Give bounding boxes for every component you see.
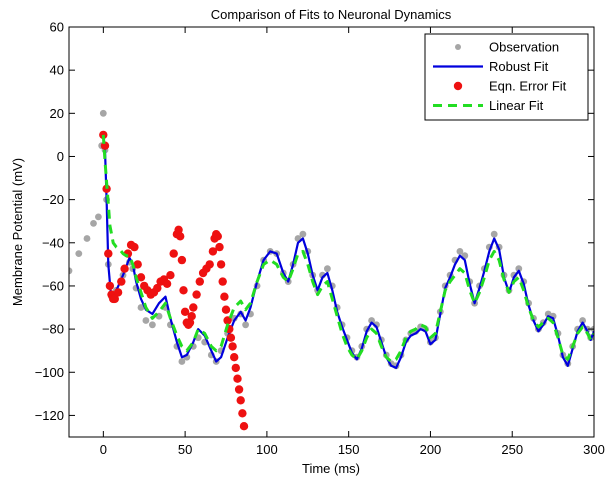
series-point-2: [240, 422, 248, 430]
series-point-2: [238, 409, 246, 417]
x-tick-label: 150: [338, 442, 360, 457]
y-tick-label: −120: [35, 408, 64, 423]
legend-swatch: [454, 82, 462, 90]
series-point-0: [75, 250, 82, 257]
series-point-2: [192, 290, 200, 298]
y-tick-label: 20: [50, 106, 64, 121]
series-point-2: [166, 271, 174, 279]
x-tick-label: 250: [501, 442, 523, 457]
y-tick-label: −100: [35, 365, 64, 380]
series-point-2: [228, 342, 236, 350]
series-point-2: [233, 375, 241, 383]
chart-title: Comparison of Fits to Neuronal Dynamics: [211, 7, 452, 22]
series-point-2: [114, 288, 122, 296]
series-point-2: [227, 334, 235, 342]
legend-swatch: [455, 44, 461, 50]
series-point-0: [90, 220, 97, 227]
series-point-2: [104, 249, 112, 257]
series-point-2: [130, 243, 138, 251]
series-point-0: [149, 321, 156, 328]
legend: Observation Robust Fit Eqn. Error Fit Linea…: [425, 34, 588, 120]
series-point-0: [100, 110, 107, 117]
series-point-2: [188, 312, 196, 320]
x-tick-label: 300: [583, 442, 605, 457]
series-point-0: [84, 235, 91, 242]
series-point-2: [170, 249, 178, 257]
series-point-2: [196, 277, 204, 285]
x-tick-label: 200: [420, 442, 442, 457]
y-tick-label: −20: [42, 192, 64, 207]
x-tick-label: 0: [100, 442, 107, 457]
series-point-2: [206, 260, 214, 268]
series-point-2: [163, 280, 171, 288]
series-point-2: [106, 282, 114, 290]
series-point-2: [215, 243, 223, 251]
y-tick-label: 40: [50, 63, 64, 78]
series-point-2: [117, 277, 125, 285]
legend-label: Observation: [489, 40, 559, 55]
series-point-0: [242, 321, 249, 328]
series-point-2: [230, 353, 238, 361]
legend-label: Linear Fit: [489, 98, 544, 113]
series-point-2: [120, 265, 128, 273]
series-point-2: [235, 385, 243, 393]
series-point-0: [143, 317, 150, 324]
y-tick-label: −40: [42, 235, 64, 250]
x-axis-title: Time (ms): [302, 461, 360, 476]
legend-label: Eqn. Error Fit: [489, 79, 567, 94]
y-tick-label: −80: [42, 322, 64, 337]
series-point-2: [176, 232, 184, 240]
series-point-2: [217, 260, 225, 268]
series-point-2: [232, 364, 240, 372]
series-point-2: [178, 256, 186, 264]
series-point-2: [222, 306, 230, 314]
series-point-2: [189, 303, 197, 311]
series-point-2: [179, 286, 187, 294]
series-point-0: [324, 265, 331, 272]
series-point-2: [214, 232, 222, 240]
series-point-2: [219, 277, 227, 285]
series-point-0: [491, 231, 498, 238]
y-axis-title: Membrane Potential (mV): [10, 158, 25, 306]
series-point-2: [237, 396, 245, 404]
y-tick-label: −60: [42, 278, 64, 293]
y-tick-label: 60: [50, 20, 64, 35]
series-point-0: [300, 231, 307, 238]
x-tick-label: 50: [178, 442, 192, 457]
x-tick-label: 100: [256, 442, 278, 457]
series-point-0: [95, 214, 102, 221]
legend-label: Robust Fit: [489, 59, 549, 74]
y-tick-label: 0: [57, 149, 64, 164]
series-point-2: [220, 293, 228, 301]
